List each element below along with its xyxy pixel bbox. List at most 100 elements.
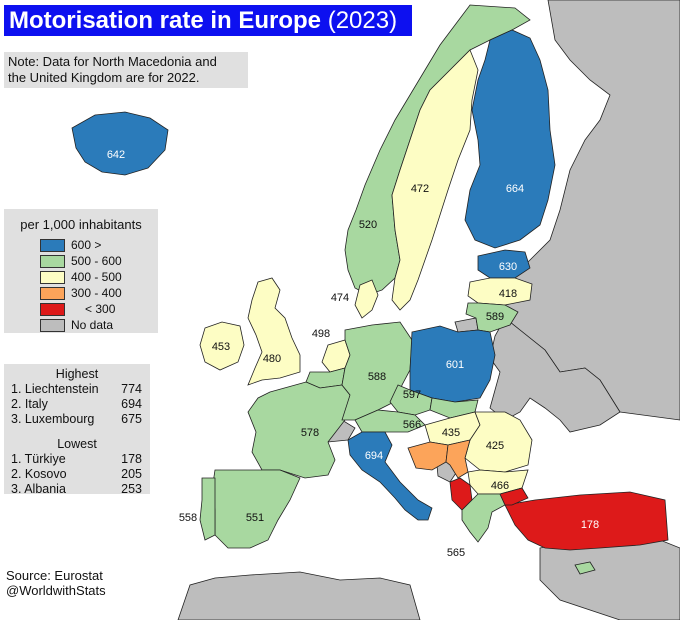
legend-swatch xyxy=(40,302,65,316)
source-credit: Source: Eurostat @WorldwithStats xyxy=(6,568,106,598)
legend-label: 500 - 600 xyxy=(71,254,122,268)
legend-items: 600 > 500 - 600 400 - 500 300 - 400 < 30… xyxy=(40,237,158,333)
label-latvia: 418 xyxy=(499,288,517,300)
country-france[interactable] xyxy=(247,381,351,479)
country-turkiye-thrace[interactable] xyxy=(499,487,529,506)
country-ireland[interactable] xyxy=(199,321,245,371)
highest-value: 675 xyxy=(121,412,142,426)
legend-swatch xyxy=(40,238,65,252)
country-finland[interactable] xyxy=(464,29,556,249)
country-italy[interactable] xyxy=(347,431,433,521)
legend-title: per 1,000 inhabitants xyxy=(20,217,142,232)
note-line-1: Note: Data for North Macedonia and xyxy=(8,54,217,69)
source-line-1: Source: Eurostat xyxy=(6,568,103,583)
highest-row: 1. Liechtenstein 774 xyxy=(4,382,150,397)
label-norway: 520 xyxy=(359,219,377,231)
country-lithuania[interactable] xyxy=(465,302,519,333)
north-africa-no-data-area xyxy=(177,571,421,620)
lowest-value: 178 xyxy=(121,452,142,466)
legend-item: 300 - 400 xyxy=(40,285,158,301)
label-ireland: 453 xyxy=(212,341,230,353)
highest-value: 774 xyxy=(121,382,142,396)
legend-label: 600 > xyxy=(71,238,102,252)
highest-rank: 3. Luxembourg xyxy=(11,412,95,426)
country-portugal[interactable] xyxy=(199,477,216,541)
lowest-rank: 1. Türkiye xyxy=(11,452,66,466)
highest-value: 694 xyxy=(121,397,142,411)
lowest-row: 2. Kosovo 205 xyxy=(4,467,150,482)
note-line-2: the United Kingdom are for 2022. xyxy=(8,70,200,85)
country-estonia[interactable] xyxy=(477,249,531,279)
legend-item: 600 > xyxy=(40,237,158,253)
highest-heading: Highest xyxy=(55,367,99,381)
label-turkiye: 178 xyxy=(581,519,599,531)
label-netherlands: 498 xyxy=(312,328,330,340)
highest-row: 3. Luxembourg 675 xyxy=(4,412,150,427)
legend-item: < 300 xyxy=(40,301,158,317)
label-bulgaria: 466 xyxy=(491,480,509,492)
legend-swatch xyxy=(40,318,65,332)
lowest-value: 253 xyxy=(121,482,142,496)
legend-swatch xyxy=(40,270,65,284)
legend-label: 400 - 500 xyxy=(71,270,122,284)
legend-item: 500 - 600 xyxy=(40,253,158,269)
lowest-rank: 2. Kosovo xyxy=(11,467,67,481)
label-spain: 551 xyxy=(246,512,264,524)
lowest-row: 3. Albania 253 xyxy=(4,482,150,497)
country-greece[interactable] xyxy=(461,493,506,543)
label-united-kingdom: 480 xyxy=(263,353,281,365)
lowest-row: 1. Türkiye 178 xyxy=(4,452,150,467)
country-czechia[interactable] xyxy=(389,384,433,416)
label-france: 578 xyxy=(301,427,319,439)
label-portugal: 558 xyxy=(179,512,197,524)
label-germany: 588 xyxy=(368,371,386,383)
highest-row: 2. Italy 694 xyxy=(4,397,150,412)
country-turkiye[interactable] xyxy=(504,491,669,551)
legend-label: No data xyxy=(71,318,114,332)
label-denmark: 474 xyxy=(331,292,349,304)
country-sweden[interactable] xyxy=(391,49,479,311)
legend-item: 400 - 500 xyxy=(40,269,158,285)
note-box: Note: Data for North Macedonia and the U… xyxy=(4,52,248,88)
country-spain[interactable] xyxy=(211,469,301,549)
label-austria: 566 xyxy=(403,419,421,431)
legend-item: No data xyxy=(40,317,158,333)
label-finland: 664 xyxy=(506,183,524,195)
label-hungary: 435 xyxy=(442,427,460,439)
label-czechia: 597 xyxy=(403,389,421,401)
kaliningrad-no-data-area xyxy=(454,317,479,333)
belarus-ukraine-no-data-area xyxy=(489,317,621,433)
lowest-rank: 3. Albania xyxy=(11,482,66,496)
label-greece: 565 xyxy=(447,547,465,559)
country-norway[interactable] xyxy=(344,4,531,296)
lowest-value: 205 xyxy=(121,467,142,481)
country-united-kingdom[interactable] xyxy=(247,277,301,386)
label-lithuania: 589 xyxy=(486,311,504,323)
title-main: Motorisation rate in Europe xyxy=(9,7,322,34)
legend-swatch xyxy=(40,286,65,300)
map-title: Motorisation rate in Europe (2023) xyxy=(4,5,412,36)
country-cyprus[interactable] xyxy=(574,561,596,575)
source-line-2: @WorldwithStats xyxy=(6,583,106,598)
label-iceland: 642 xyxy=(107,149,125,161)
country-denmark[interactable] xyxy=(354,279,379,319)
legend: per 1,000 inhabitants 600 > 500 - 600 40… xyxy=(4,209,158,333)
label-italy: 694 xyxy=(365,450,383,462)
country-latvia[interactable] xyxy=(467,277,533,306)
label-poland: 601 xyxy=(446,359,464,371)
country-serbia[interactable] xyxy=(445,439,471,479)
legend-label: < 300 xyxy=(85,302,116,316)
country-iceland[interactable] xyxy=(71,111,169,176)
label-estonia: 630 xyxy=(499,261,517,273)
label-sweden: 472 xyxy=(411,183,429,195)
legend-label: 300 - 400 xyxy=(71,286,122,300)
lowest-heading: Lowest xyxy=(57,437,97,451)
title-year: (2023) xyxy=(327,7,398,34)
highest-rank: 1. Liechtenstein xyxy=(11,382,99,396)
stats-box: Highest 1. Liechtenstein 774 2. Italy 69… xyxy=(4,364,150,497)
highest-rank: 2. Italy xyxy=(11,397,48,411)
label-romania: 425 xyxy=(486,440,504,452)
legend-swatch xyxy=(40,254,65,268)
